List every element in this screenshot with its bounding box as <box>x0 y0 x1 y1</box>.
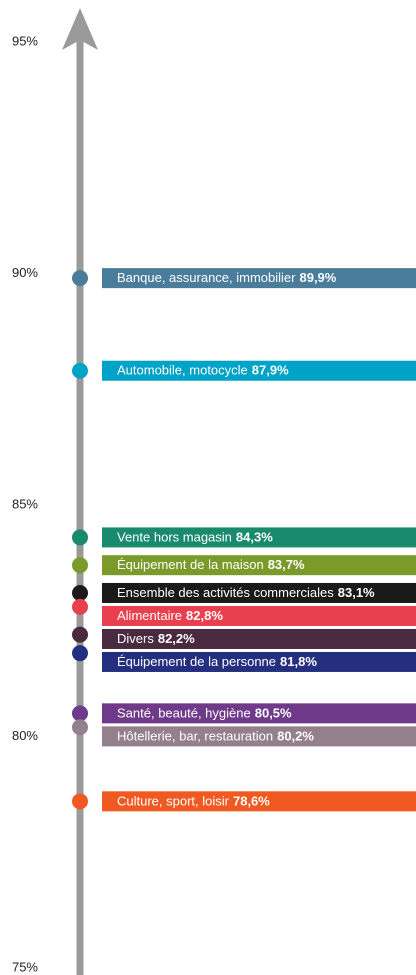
bar-label: Ensemble des activités commerciales 83,1% <box>117 585 375 600</box>
dot <box>72 645 88 662</box>
value-label: 82,2% <box>158 631 195 646</box>
value-label: 80,2% <box>277 729 314 744</box>
value-label: 84,3% <box>236 530 273 545</box>
label-bar <box>102 726 416 747</box>
value-label: 80,5% <box>255 706 292 721</box>
y-tick-label: 95% <box>12 33 38 48</box>
value-label: 87,9% <box>252 363 289 378</box>
label-bar <box>102 582 416 603</box>
dot <box>72 557 88 574</box>
bar-label: Banque, assurance, immobilier 89,9% <box>117 271 337 286</box>
y-tick-label: 85% <box>12 496 38 511</box>
category-label: Hôtellerie, bar, restauration <box>117 729 273 744</box>
value-label: 81,8% <box>280 654 317 669</box>
label-bar <box>102 268 416 289</box>
category-label: Équipement de la personne <box>117 654 276 669</box>
label-bar <box>102 360 416 381</box>
bar-label: Alimentaire 82,8% <box>117 608 223 623</box>
label-bar <box>102 703 416 724</box>
category-label: Banque, assurance, immobilier <box>117 271 296 286</box>
category-label: Ensemble des activités commerciales <box>117 585 334 600</box>
bar-label: Hôtellerie, bar, restauration 80,2% <box>117 729 314 744</box>
label-bar <box>102 628 416 649</box>
dot <box>72 793 88 810</box>
category-label: Alimentaire <box>117 608 182 623</box>
dot <box>72 362 88 379</box>
dot <box>72 529 88 546</box>
value-label: 83,1% <box>338 585 375 600</box>
bar-label: Divers 82,2% <box>117 631 195 646</box>
y-tick-label: 90% <box>12 265 38 280</box>
dot <box>72 584 88 601</box>
category-label: Divers <box>117 631 154 646</box>
value-label: 78,6% <box>233 794 270 809</box>
category-label: Équipement de la maison <box>117 558 264 573</box>
y-tick-label: 80% <box>12 728 38 743</box>
bar-label: Santé, beauté, hygiène 80,5% <box>117 706 292 721</box>
category-label: Culture, sport, loisir <box>117 794 230 809</box>
value-label: 82,8% <box>186 608 223 623</box>
value-label: 89,9% <box>299 271 336 286</box>
y-tick-label: 75% <box>12 959 38 974</box>
dot <box>72 598 88 615</box>
category-label: Vente hors magasin <box>117 530 232 545</box>
dot <box>72 626 88 643</box>
category-label: Santé, beauté, hygiène <box>117 706 251 721</box>
bar-label: Automobile, motocycle 87,9% <box>117 363 289 378</box>
label-bar <box>102 605 416 626</box>
dot <box>72 705 88 722</box>
axis-arrow <box>62 8 98 50</box>
label-bar <box>102 527 416 548</box>
label-bar <box>102 651 416 672</box>
bar-label: Vente hors magasin 84,3% <box>117 530 273 545</box>
label-bar <box>102 791 416 812</box>
bar-label: Culture, sport, loisir 78,6% <box>117 794 270 809</box>
label-bar <box>102 555 416 576</box>
bar-label: Équipement de la maison 83,7% <box>117 558 305 573</box>
dot <box>72 270 88 287</box>
bar-label: Équipement de la personne 81,8% <box>117 654 317 669</box>
category-label: Automobile, motocycle <box>117 363 248 378</box>
value-label: 83,7% <box>268 558 305 573</box>
dot <box>72 719 88 736</box>
